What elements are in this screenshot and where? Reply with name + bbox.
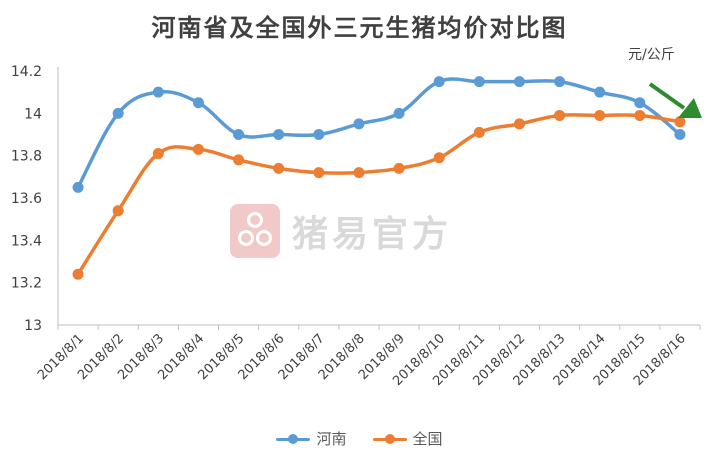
y-tick-label: 13.2 bbox=[11, 276, 42, 292]
data-point-1 bbox=[353, 167, 365, 179]
data-point-0 bbox=[554, 76, 566, 88]
y-tick-label: 13.6 bbox=[11, 191, 42, 207]
y-tick-label: 14.2 bbox=[11, 64, 42, 80]
data-point-0 bbox=[273, 129, 285, 140]
y-tick-label: 13 bbox=[24, 318, 42, 334]
data-point-1 bbox=[433, 152, 445, 164]
legend-item-national: 全国 bbox=[372, 428, 443, 449]
watermark-logo-icon bbox=[230, 204, 280, 258]
data-point-1 bbox=[393, 162, 405, 174]
legend-label-henan: 河南 bbox=[316, 430, 347, 448]
data-point-0 bbox=[473, 76, 485, 88]
data-point-0 bbox=[513, 76, 525, 88]
watermark: 猪易官方 bbox=[230, 204, 452, 258]
chart-legend: 河南 全国 bbox=[0, 428, 719, 449]
y-tick-label: 13.8 bbox=[11, 149, 42, 165]
data-point-1 bbox=[313, 167, 325, 179]
y-tick-label: 13.4 bbox=[11, 233, 42, 249]
data-point-1 bbox=[152, 148, 164, 160]
data-point-0 bbox=[353, 118, 365, 130]
data-point-1 bbox=[594, 109, 606, 121]
trend-arrow bbox=[648, 82, 702, 118]
legend-label-national: 全国 bbox=[412, 430, 443, 448]
watermark-text: 猪易官方 bbox=[292, 213, 453, 255]
y-tick-label: 14 bbox=[24, 106, 42, 122]
chart-title: 河南省及全国外三元生猪均价对比图 bbox=[151, 13, 568, 42]
data-point-1 bbox=[513, 118, 525, 130]
data-point-1 bbox=[634, 109, 646, 121]
arrow-shaft bbox=[648, 82, 686, 110]
data-point-0 bbox=[433, 76, 445, 88]
series-line-1 bbox=[76, 113, 682, 276]
legend-swatch-henan bbox=[276, 432, 311, 446]
data-point-1 bbox=[674, 116, 686, 128]
data-point-0 bbox=[112, 107, 124, 119]
data-point-0 bbox=[594, 86, 606, 98]
data-point-1 bbox=[473, 126, 485, 138]
data-point-0 bbox=[393, 107, 405, 119]
data-point-0 bbox=[634, 97, 646, 109]
data-point-0 bbox=[72, 181, 84, 193]
data-point-1 bbox=[112, 205, 124, 217]
data-point-1 bbox=[273, 162, 285, 174]
legend-swatch-national bbox=[372, 432, 407, 446]
data-point-0 bbox=[152, 86, 164, 98]
data-point-1 bbox=[233, 154, 245, 166]
data-point-1 bbox=[72, 268, 84, 280]
data-point-0 bbox=[313, 129, 325, 140]
data-point-0 bbox=[233, 129, 245, 140]
data-point-1 bbox=[554, 109, 566, 121]
arrow-head bbox=[677, 98, 702, 118]
data-point-1 bbox=[192, 143, 204, 155]
legend-item-henan: 河南 bbox=[276, 428, 347, 449]
chart-series bbox=[72, 76, 686, 280]
unit-label: 元/公斤 bbox=[628, 47, 675, 63]
data-point-0 bbox=[192, 97, 204, 109]
data-point-0 bbox=[674, 129, 686, 140]
series-line-0 bbox=[76, 77, 682, 190]
